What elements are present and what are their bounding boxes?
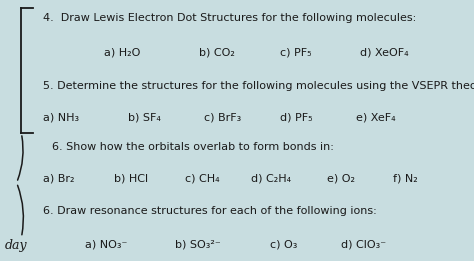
- Text: d) XeOF₄: d) XeOF₄: [360, 47, 409, 57]
- Text: c) PF₅: c) PF₅: [280, 47, 311, 57]
- Text: d) C₂H₄: d) C₂H₄: [251, 174, 292, 184]
- Text: b) HCl: b) HCl: [114, 174, 148, 184]
- Text: d) ClO₃⁻: d) ClO₃⁻: [341, 239, 386, 249]
- Text: 6. Show how the orbitals overlab to form bonds in:: 6. Show how the orbitals overlab to form…: [52, 143, 334, 152]
- Text: 4.  Draw Lewis Electron Dot Structures for the following molecules:: 4. Draw Lewis Electron Dot Structures fo…: [43, 13, 416, 23]
- Text: b) SF₄: b) SF₄: [128, 112, 161, 122]
- Text: c) O₃: c) O₃: [270, 239, 298, 249]
- Text: f) N₂: f) N₂: [393, 174, 418, 184]
- Text: a) NO₃⁻: a) NO₃⁻: [85, 239, 128, 249]
- Text: b) SO₃²⁻: b) SO₃²⁻: [175, 239, 221, 249]
- Text: c) CH₄: c) CH₄: [185, 174, 219, 184]
- Text: d) PF₅: d) PF₅: [280, 112, 312, 122]
- Text: a) NH₃: a) NH₃: [43, 112, 79, 122]
- Text: b) CO₂: b) CO₂: [199, 47, 235, 57]
- Text: a) H₂O: a) H₂O: [104, 47, 141, 57]
- Text: day: day: [5, 239, 27, 252]
- Text: e) XeF₄: e) XeF₄: [356, 112, 395, 122]
- Text: a) Br₂: a) Br₂: [43, 174, 74, 184]
- Text: e) O₂: e) O₂: [327, 174, 355, 184]
- Text: 5. Determine the structures for the following molecules using the VSEPR theory.: 5. Determine the structures for the foll…: [43, 81, 474, 91]
- Text: 6. Draw resonance structures for each of the following ions:: 6. Draw resonance structures for each of…: [43, 206, 376, 216]
- Text: c) BrF₃: c) BrF₃: [204, 112, 241, 122]
